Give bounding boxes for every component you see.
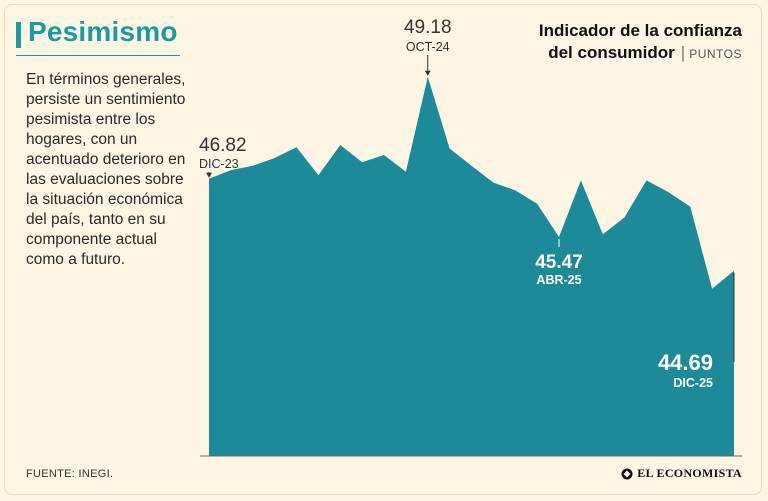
brand-icon — [621, 468, 633, 479]
brand-name: EL ECONOMISTA — [637, 466, 742, 480]
card-frame — [4, 4, 762, 495]
annotation-value-start: 46.82 — [199, 135, 247, 156]
area-series — [209, 76, 734, 457]
source-note: FUENTE: INEGI. — [26, 468, 114, 480]
chart-title-line1: Indicador de la confianza — [538, 21, 742, 40]
annotation-value-peak: 49.18 — [404, 17, 452, 38]
annotation-arrow-start — [206, 172, 212, 178]
annotation-label-start: DIC-23 — [199, 157, 239, 171]
title-separator: | — [680, 43, 686, 62]
description-text: En términos generales, persiste un senti… — [26, 71, 186, 268]
chart-units: PUNTOS — [689, 47, 742, 61]
annotation-label-peak: OCT-24 — [406, 40, 450, 54]
brand-logo: EL ECONOMISTA — [621, 466, 742, 481]
chart-title-line2: del consumidor — [548, 43, 675, 62]
annotation-arrow-peak — [424, 70, 431, 76]
annotation-value-trough: 45.47 — [535, 252, 583, 273]
annotation-label-trough: ABR-25 — [536, 273, 581, 287]
headline-rule — [16, 55, 180, 56]
headline-accent-bar — [16, 22, 21, 48]
chart-title: Indicador de la confianza del consumidor… — [539, 20, 742, 65]
annotation-label-end: DIC-25 — [673, 376, 713, 390]
headline: Pesimismo — [28, 16, 178, 47]
annotation-value-end: 44.69 — [658, 350, 713, 375]
